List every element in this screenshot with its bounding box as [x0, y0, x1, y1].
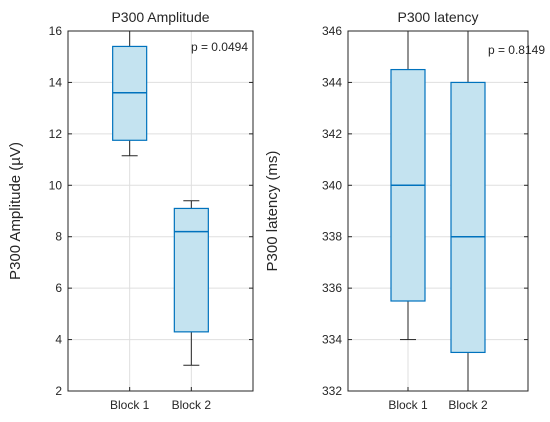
x-tick-label: Block 1	[110, 398, 150, 412]
y-tick-label: 8	[55, 230, 62, 244]
box-block-2	[173, 200, 209, 366]
x-tick-label: Block 2	[172, 398, 212, 412]
box-block-1	[112, 30, 148, 157]
y-axis-label: P300 Amplitude (µV)	[7, 142, 24, 280]
box-block-2	[450, 30, 486, 392]
y-tick-label: 338	[322, 230, 342, 244]
y-tick-label: 340	[322, 178, 342, 192]
y-tick-label: 346	[322, 24, 342, 38]
y-tick-label: 10	[49, 178, 63, 192]
p-value-annotation: p = 0.0494	[191, 40, 248, 54]
y-tick-label: 6	[55, 281, 62, 295]
y-tick-label: 12	[49, 127, 63, 141]
chart-title: P300 latency	[398, 9, 479, 25]
box-iqr	[450, 81, 486, 354]
chart-panel-1: 2 4 6 8 10 12 14 16 Block 1 Block 2 P300 Amplitude…	[7, 9, 254, 412]
y-tick-label: 2	[55, 384, 62, 398]
axes-frame	[67, 30, 254, 392]
chart-title: P300 Amplitude	[111, 9, 209, 25]
chart-panel-2: 332 334 336 338 340 342 344 346 Block 1 Block 2 P3…	[264, 9, 545, 412]
box-block-1	[390, 30, 426, 341]
axes-frame	[347, 30, 529, 392]
y-tick-label: 344	[322, 75, 342, 89]
y-tick-label: 14	[49, 75, 63, 89]
y-axis-label: P300 latency (ms)	[264, 151, 281, 272]
y-tick-label: 342	[322, 127, 342, 141]
y-tick-label: 332	[322, 384, 342, 398]
x-tick-label: Block 1	[388, 398, 428, 412]
y-tick-label: 16	[49, 24, 63, 38]
box-iqr	[173, 207, 209, 333]
y-tick-label: 334	[322, 333, 342, 347]
p-value-annotation: p = 0.8149	[488, 43, 545, 57]
x-tick-label: Block 2	[448, 398, 488, 412]
y-tick-label: 4	[55, 333, 62, 347]
y-tick-label: 336	[322, 281, 342, 295]
